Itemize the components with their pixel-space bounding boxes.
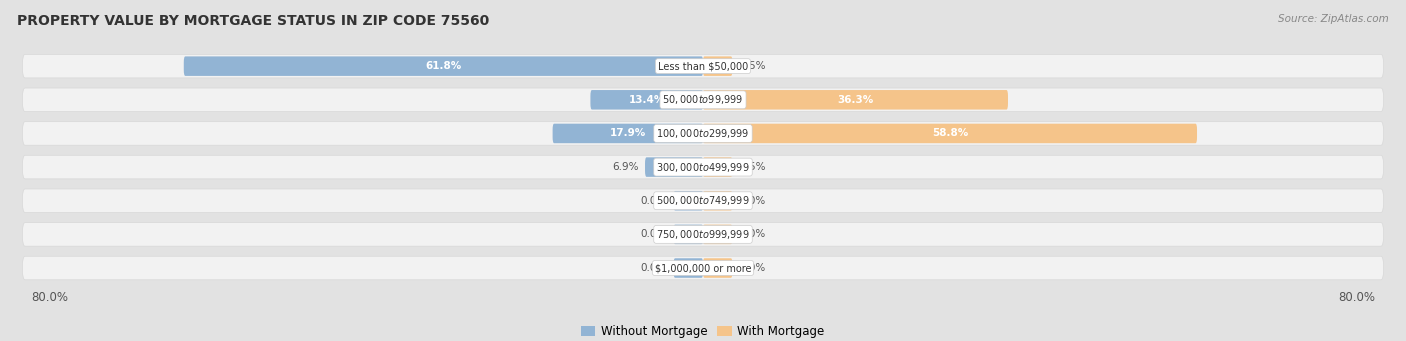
- FancyBboxPatch shape: [22, 189, 1384, 212]
- FancyBboxPatch shape: [645, 157, 703, 177]
- FancyBboxPatch shape: [22, 256, 1384, 280]
- Text: 80.0%: 80.0%: [1339, 291, 1375, 304]
- Text: 13.4%: 13.4%: [628, 95, 665, 105]
- FancyBboxPatch shape: [703, 157, 733, 177]
- FancyBboxPatch shape: [703, 124, 1197, 143]
- FancyBboxPatch shape: [184, 56, 703, 76]
- Text: $100,000 to $299,999: $100,000 to $299,999: [657, 127, 749, 140]
- Text: 0.0%: 0.0%: [740, 196, 765, 206]
- FancyBboxPatch shape: [703, 258, 733, 278]
- Legend: Without Mortgage, With Mortgage: Without Mortgage, With Mortgage: [576, 321, 830, 341]
- Text: 2.5%: 2.5%: [740, 61, 766, 71]
- FancyBboxPatch shape: [22, 54, 1384, 78]
- Text: 36.3%: 36.3%: [838, 95, 873, 105]
- Text: $300,000 to $499,999: $300,000 to $499,999: [657, 161, 749, 174]
- Text: 80.0%: 80.0%: [31, 291, 67, 304]
- Text: $50,000 to $99,999: $50,000 to $99,999: [662, 93, 744, 106]
- Text: 2.5%: 2.5%: [740, 162, 766, 172]
- FancyBboxPatch shape: [673, 258, 703, 278]
- Text: $750,000 to $999,999: $750,000 to $999,999: [657, 228, 749, 241]
- Text: 0.0%: 0.0%: [740, 263, 765, 273]
- FancyBboxPatch shape: [591, 90, 703, 109]
- Text: 0.0%: 0.0%: [641, 229, 666, 239]
- FancyBboxPatch shape: [673, 191, 703, 210]
- Text: 6.9%: 6.9%: [612, 162, 638, 172]
- FancyBboxPatch shape: [703, 225, 733, 244]
- Text: 0.0%: 0.0%: [740, 229, 765, 239]
- Text: $1,000,000 or more: $1,000,000 or more: [655, 263, 751, 273]
- FancyBboxPatch shape: [703, 191, 733, 210]
- FancyBboxPatch shape: [22, 223, 1384, 246]
- Text: 17.9%: 17.9%: [610, 129, 645, 138]
- FancyBboxPatch shape: [703, 56, 733, 76]
- FancyBboxPatch shape: [703, 90, 1008, 109]
- Text: 58.8%: 58.8%: [932, 129, 969, 138]
- FancyBboxPatch shape: [22, 122, 1384, 145]
- Text: $500,000 to $749,999: $500,000 to $749,999: [657, 194, 749, 207]
- Text: 61.8%: 61.8%: [425, 61, 461, 71]
- FancyBboxPatch shape: [673, 225, 703, 244]
- FancyBboxPatch shape: [22, 88, 1384, 112]
- FancyBboxPatch shape: [22, 155, 1384, 179]
- Text: Less than $50,000: Less than $50,000: [658, 61, 748, 71]
- Text: PROPERTY VALUE BY MORTGAGE STATUS IN ZIP CODE 75560: PROPERTY VALUE BY MORTGAGE STATUS IN ZIP…: [17, 14, 489, 28]
- Text: 0.0%: 0.0%: [641, 263, 666, 273]
- Text: 0.0%: 0.0%: [641, 196, 666, 206]
- FancyBboxPatch shape: [553, 124, 703, 143]
- Text: Source: ZipAtlas.com: Source: ZipAtlas.com: [1278, 14, 1389, 24]
